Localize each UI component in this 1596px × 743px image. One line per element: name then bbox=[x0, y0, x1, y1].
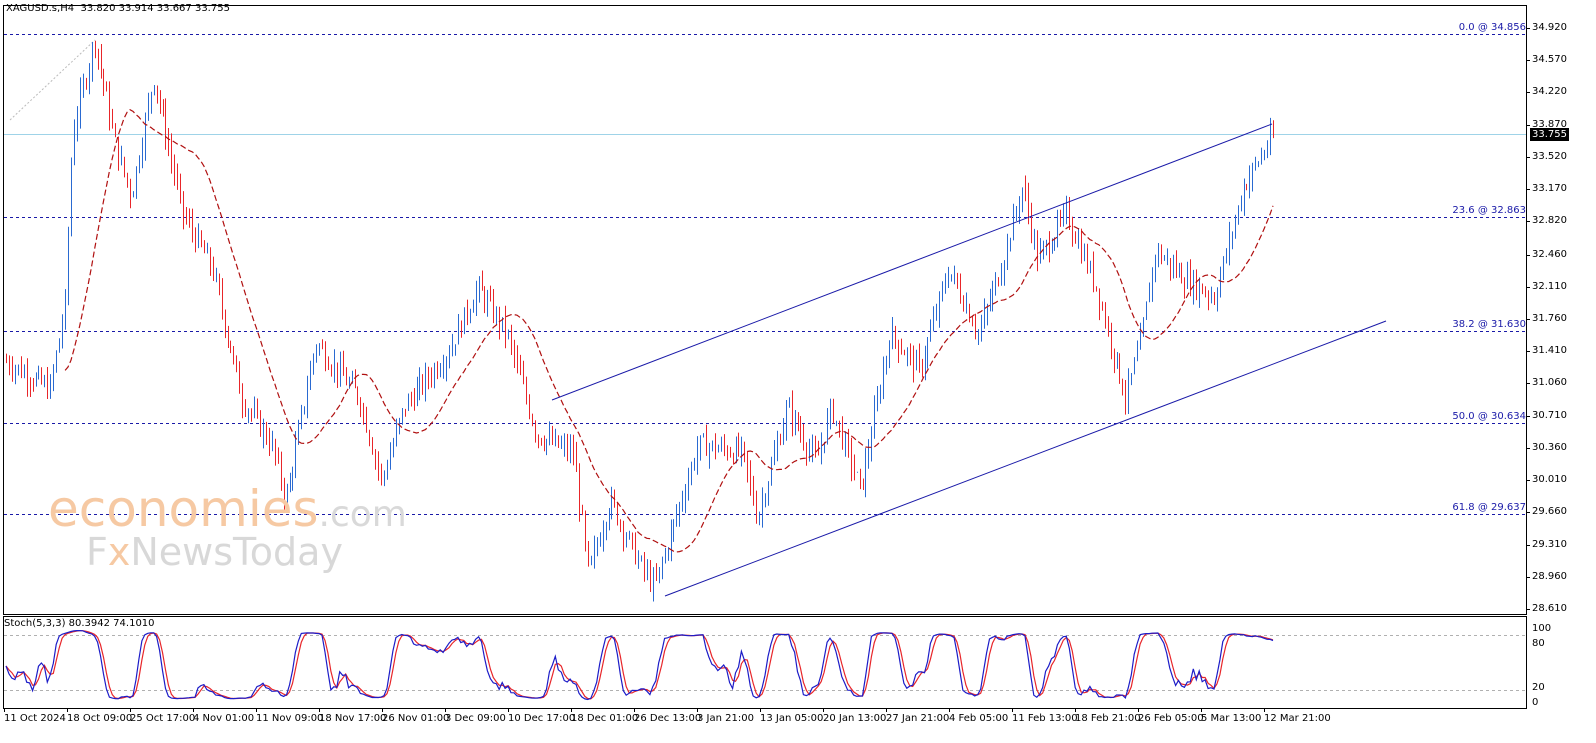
stoch-tick-label: 0 bbox=[1532, 697, 1539, 708]
fib-level-label: 23.6 @ 32.863 bbox=[1452, 204, 1526, 216]
time-tick-label: 26 Feb 05:00 bbox=[1138, 713, 1204, 724]
price-tick-label: 33.870 bbox=[1532, 118, 1567, 130]
time-tick-label: 11 Oct 2024 bbox=[4, 713, 66, 724]
stoch-main-line bbox=[5, 630, 1274, 701]
time-tick-label: 11 Nov 09:00 bbox=[256, 713, 324, 724]
stoch-tick-label: 20 bbox=[1532, 682, 1545, 694]
stoch-tick-label: 80 bbox=[1532, 637, 1545, 649]
price-tick-label: 29.660 bbox=[1532, 506, 1567, 518]
price-tick-label: 32.460 bbox=[1532, 248, 1567, 260]
price-tick-label: 32.110 bbox=[1532, 280, 1567, 292]
current-price-tag: 33.755 bbox=[1530, 128, 1569, 141]
stoch-tick-label: 100 bbox=[1532, 623, 1552, 634]
watermark-fxnewstoday: FxNewsToday bbox=[86, 530, 343, 574]
moving-average-line bbox=[64, 108, 1274, 553]
stoch-label: Stoch(5,3,3) 80.3942 74.1010 bbox=[4, 618, 155, 629]
price-tick-label: 34.570 bbox=[1532, 54, 1567, 66]
time-tick-label: 13 Jan 05:00 bbox=[760, 713, 824, 724]
fib-level-label: 38.2 @ 31.630 bbox=[1452, 318, 1526, 330]
time-tick-label: 26 Dec 13:00 bbox=[634, 713, 702, 724]
time-tick-label: 11 Feb 13:00 bbox=[1012, 713, 1078, 724]
price-tick-label: 32.820 bbox=[1532, 215, 1567, 227]
fib-level-label: 61.8 @ 29.637 bbox=[1452, 501, 1526, 513]
price-tick-label: 31.760 bbox=[1532, 312, 1567, 324]
watermark-economies: economies.com bbox=[48, 480, 407, 538]
price-tick-label: 30.360 bbox=[1532, 441, 1567, 453]
price-tick-label: 28.610 bbox=[1532, 603, 1567, 614]
channel-upper-line[interactable] bbox=[551, 123, 1273, 401]
price-tick-label: 34.920 bbox=[1532, 22, 1567, 33]
symbol-header: XAGUSD.s,H4 33.820 33.914 33.667 33.755 bbox=[6, 3, 230, 14]
time-tick-label: 18 Oct 09:00 bbox=[67, 713, 133, 724]
time-tick-label: 5 Mar 13:00 bbox=[1201, 713, 1262, 724]
time-tick-label: 10 Dec 17:00 bbox=[508, 713, 576, 724]
time-tick-label: 27 Jan 21:00 bbox=[886, 713, 950, 724]
time-tick-label: 18 Nov 17:00 bbox=[319, 713, 387, 724]
price-tick-label: 34.220 bbox=[1532, 86, 1567, 98]
main-pane-frame bbox=[3, 5, 1527, 615]
time-tick-label: 18 Feb 21:00 bbox=[1075, 713, 1141, 724]
price-tick-label: 29.310 bbox=[1532, 538, 1567, 550]
stoch-pane-frame bbox=[3, 616, 1527, 709]
fib-level-label: 0.0 @ 34.856 bbox=[1458, 21, 1526, 33]
time-tick-label: 3 Jan 21:00 bbox=[697, 713, 754, 724]
channel-lower-line[interactable] bbox=[664, 320, 1387, 597]
time-tick-label: 3 Dec 09:00 bbox=[445, 713, 506, 724]
time-tick-label: 25 Oct 17:00 bbox=[130, 713, 196, 724]
ohlc-values: 33.820 33.914 33.667 33.755 bbox=[80, 3, 230, 14]
price-tick-label: 33.520 bbox=[1532, 150, 1567, 162]
stoch-signal-line bbox=[5, 630, 1274, 700]
price-tick-label: 31.410 bbox=[1532, 345, 1567, 357]
price-tick-label: 30.710 bbox=[1532, 409, 1567, 421]
time-tick-label: 18 Dec 01:00 bbox=[571, 713, 639, 724]
time-tick-label: 26 Nov 01:00 bbox=[382, 713, 450, 724]
time-tick-label: 20 Jan 13:00 bbox=[823, 713, 887, 724]
price-tick-label: 31.060 bbox=[1532, 377, 1567, 389]
time-tick-label: 12 Mar 21:00 bbox=[1264, 713, 1331, 724]
time-tick-label: 4 Feb 05:00 bbox=[949, 713, 1009, 724]
fib-swing-line bbox=[9, 39, 96, 121]
symbol-label: XAGUSD.s,H4 bbox=[6, 3, 75, 14]
price-tick-label: 28.960 bbox=[1532, 570, 1567, 582]
price-tick-label: 30.010 bbox=[1532, 474, 1567, 486]
fib-level-label: 50.0 @ 30.634 bbox=[1452, 410, 1526, 422]
price-tick-label: 33.170 bbox=[1532, 183, 1567, 195]
time-tick-label: 4 Nov 01:00 bbox=[193, 713, 255, 724]
